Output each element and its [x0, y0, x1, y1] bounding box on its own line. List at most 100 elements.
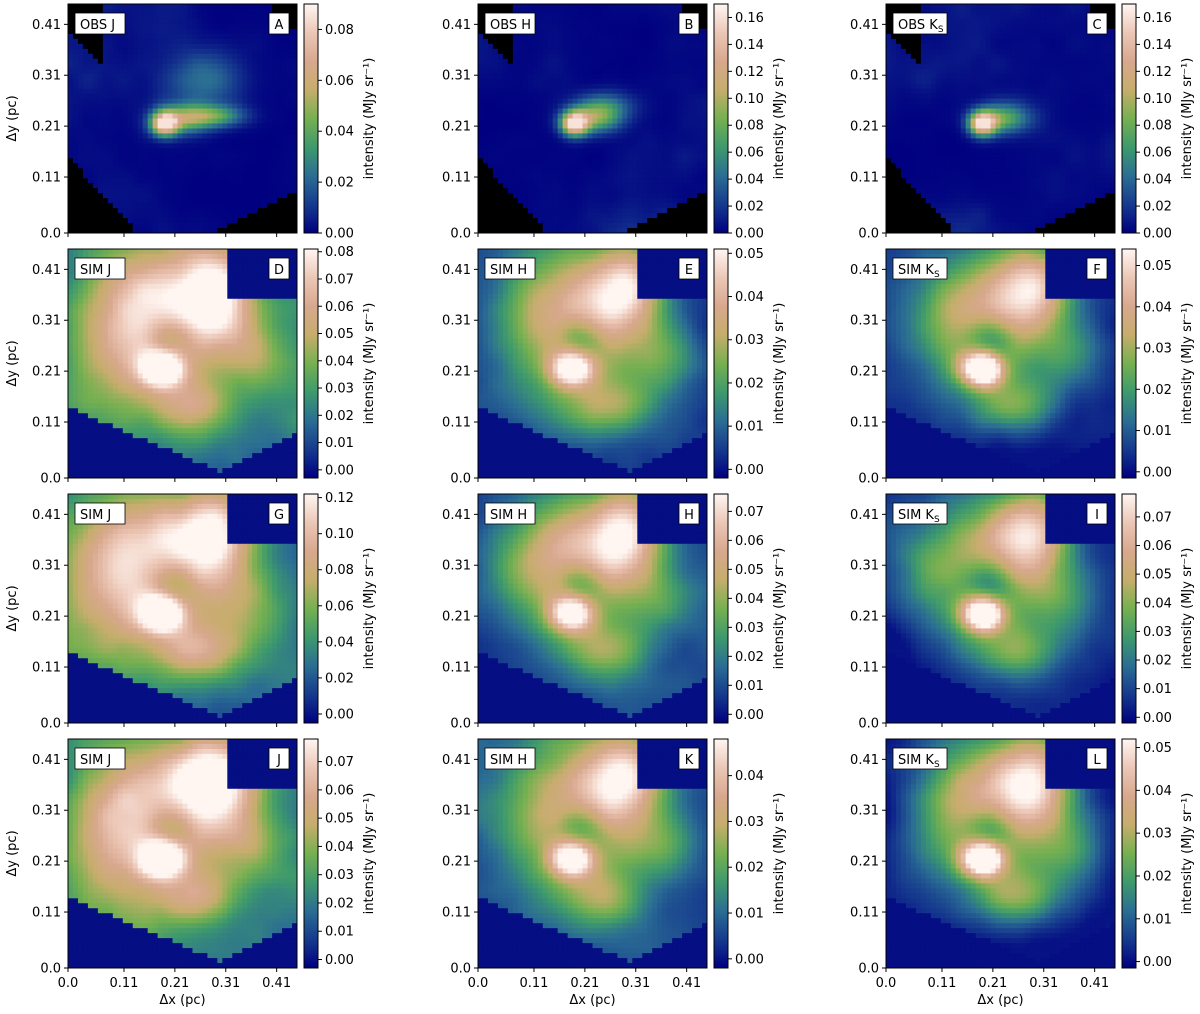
heatmap-cell	[622, 69, 627, 74]
heatmap-cell	[528, 109, 533, 114]
heatmap-cell	[573, 39, 578, 44]
heatmap-cell	[503, 198, 508, 203]
heatmap-cell	[282, 128, 287, 133]
heatmap-cell	[597, 104, 602, 109]
heatmap-cell	[183, 119, 188, 124]
heatmap-cell	[227, 178, 232, 183]
heatmap-cell	[602, 89, 607, 94]
heatmap-cell	[227, 183, 232, 188]
heatmap-cell	[687, 34, 692, 39]
heatmap-cell	[262, 143, 267, 148]
heatmap-cell	[563, 168, 568, 173]
heatmap-cell	[667, 173, 672, 178]
heatmap-cell	[68, 59, 73, 64]
heatmap-cell	[483, 198, 488, 203]
heatmap-cell	[563, 9, 568, 14]
heatmap-cell	[543, 9, 548, 14]
heatmap-cell	[617, 153, 622, 158]
heatmap-cell	[568, 173, 573, 178]
heatmap-cell	[73, 143, 78, 148]
heatmap-cell	[612, 74, 617, 79]
heatmap-cell	[558, 34, 563, 39]
heatmap-cell	[222, 133, 227, 138]
heatmap-cell	[88, 123, 93, 128]
heatmap-cell	[697, 168, 702, 173]
heatmap-cell	[548, 178, 553, 183]
heatmap-cell	[108, 168, 113, 173]
heatmap-cell	[262, 104, 267, 109]
heatmap-cell	[287, 69, 292, 74]
heatmap-cell	[262, 138, 267, 143]
heatmap-cell	[1060, 69, 1065, 74]
heatmap-cell	[133, 173, 138, 178]
heatmap-cell	[168, 59, 173, 64]
heatmap-cell	[207, 188, 212, 193]
heatmap-cell	[588, 208, 593, 213]
heatmap-cell	[1070, 69, 1075, 74]
heatmap-cell	[277, 213, 282, 218]
heatmap-cell	[1005, 14, 1010, 19]
heatmap-cell	[921, 69, 926, 74]
heatmap-cell	[143, 4, 148, 9]
heatmap-cell	[262, 24, 267, 29]
heatmap-cell	[921, 54, 926, 59]
heatmap-cell	[578, 84, 583, 89]
heatmap-cell	[612, 24, 617, 29]
heatmap-cell	[163, 223, 168, 228]
heatmap-cell	[148, 148, 153, 153]
heatmap-cell	[976, 4, 981, 9]
heatmap-cell	[612, 178, 617, 183]
heatmap-cell	[287, 34, 292, 39]
heatmap-cell	[548, 143, 553, 148]
heatmap-cell	[83, 94, 88, 99]
heatmap-cell	[1065, 29, 1070, 34]
heatmap-cell	[548, 29, 553, 34]
heatmap-cell	[538, 34, 543, 39]
heatmap-cell	[597, 173, 602, 178]
heatmap-cell	[573, 133, 578, 138]
heatmap-cell	[118, 218, 123, 223]
heatmap-cell	[593, 89, 598, 94]
heatmap-cell	[478, 218, 483, 223]
heatmap-cell	[583, 218, 588, 223]
heatmap-cell	[267, 89, 272, 94]
heatmap-cell	[692, 4, 697, 9]
y-tick-label: 0.21	[32, 120, 61, 135]
heatmap-cell	[118, 39, 123, 44]
heatmap-cell	[1010, 19, 1015, 24]
heatmap-cell	[257, 29, 262, 34]
heatmap-cell	[612, 208, 617, 213]
heatmap-cell	[257, 34, 262, 39]
heatmap-cell	[642, 138, 647, 143]
heatmap-cell	[212, 69, 217, 74]
heatmap-cell	[602, 153, 607, 158]
heatmap-cell	[93, 168, 98, 173]
heatmap-cell	[498, 104, 503, 109]
heatmap-cell	[183, 183, 188, 188]
heatmap-cell	[103, 168, 108, 173]
heatmap-cell	[168, 99, 173, 104]
heatmap-cell	[143, 223, 148, 228]
heatmap-cell	[73, 34, 78, 39]
panel-title-text: OBS J	[80, 18, 115, 33]
heatmap-cell	[277, 193, 282, 198]
heatmap-cell	[103, 163, 108, 168]
heatmap-cell	[282, 198, 287, 203]
heatmap-cell	[583, 223, 588, 228]
heatmap-cell	[143, 208, 148, 213]
heatmap-cell	[123, 173, 128, 178]
heatmap-cell	[538, 69, 543, 74]
heatmap-cell	[207, 213, 212, 218]
heatmap-cell	[1001, 19, 1006, 24]
heatmap-cell	[1010, 59, 1015, 64]
heatmap-cell	[667, 213, 672, 218]
heatmap-cell	[128, 173, 133, 178]
heatmap-cell	[133, 29, 138, 34]
heatmap-cell	[682, 39, 687, 44]
heatmap-cell	[187, 34, 192, 39]
heatmap-cell	[207, 208, 212, 213]
heatmap-cell	[597, 69, 602, 74]
heatmap-cell	[148, 143, 153, 148]
heatmap-cell	[682, 109, 687, 114]
heatmap-cell	[202, 29, 207, 34]
